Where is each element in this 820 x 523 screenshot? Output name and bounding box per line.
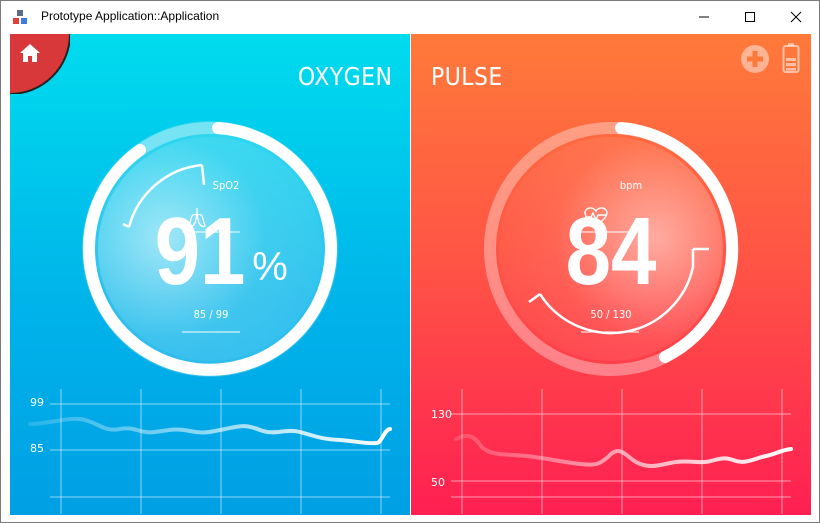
- oxygen-gauge: [82, 121, 338, 377]
- oxygen-range: 85 / 99: [193, 308, 229, 321]
- close-button[interactable]: [773, 1, 819, 33]
- oxygen-gauge-range-end-tick: [200, 164, 206, 186]
- oxygen-trend-line: [28, 416, 392, 446]
- title-bar[interactable]: Prototype Application::Application: [1, 1, 819, 33]
- pulse-trend-chart: [451, 389, 793, 514]
- pulse-value: 84: [565, 198, 657, 305]
- pulse-gauge-progress-arc: [615, 122, 739, 363]
- close-icon: [790, 11, 802, 23]
- app-icon: [13, 10, 27, 24]
- app-content: OXYGEN: [10, 34, 811, 515]
- window-title: Prototype Application::Application: [41, 9, 220, 23]
- pulse-gauge-inner-disc: [499, 137, 723, 361]
- oxygen-trend-chart: [28, 389, 392, 514]
- pulse-tick-130: 130: [431, 408, 452, 421]
- pulse-title: PULSE: [431, 62, 503, 91]
- pulse-trend-line: [454, 433, 793, 469]
- oxygen-gauge-progress-arc: [83, 122, 337, 376]
- oxygen-unit: %: [252, 245, 288, 289]
- minimize-button[interactable]: [681, 1, 727, 33]
- pulse-label: bpm: [619, 179, 643, 192]
- oxygen-value: 91: [154, 198, 246, 305]
- minimize-icon: [699, 16, 709, 18]
- oxygen-gauge-range-start-tick: [122, 222, 130, 229]
- lungs-icon: [188, 208, 206, 228]
- home-button[interactable]: [10, 34, 71, 95]
- oxygen-title: OXYGEN: [297, 62, 392, 91]
- pulse-range: 50 / 130: [590, 308, 632, 321]
- oxygen-label: SpO2: [212, 179, 240, 192]
- pulse-gauge-range-start-tick: [528, 292, 541, 304]
- pulse-gauge: [484, 122, 739, 376]
- heart-pulse-icon: [584, 207, 608, 226]
- oxygen-gauge-inner-disc: [98, 137, 322, 361]
- pulse-panel: PULSE: [411, 34, 811, 515]
- add-icon: [741, 45, 769, 73]
- oxygen-tick-85: 85: [30, 442, 44, 455]
- home-icon: [20, 44, 40, 62]
- pulse-tick-50: 50: [431, 476, 445, 489]
- battery-icon: [782, 43, 800, 73]
- oxygen-panel: OXYGEN: [10, 34, 410, 515]
- maximize-button[interactable]: [727, 1, 773, 33]
- oxygen-tick-99: 99: [30, 396, 44, 409]
- oxygen-gauge-range-arc: [127, 163, 203, 228]
- maximize-icon: [745, 12, 755, 22]
- pulse-chart-grid: [451, 389, 791, 514]
- add-button[interactable]: [740, 44, 770, 74]
- oxygen-chart-grid: [50, 389, 390, 514]
